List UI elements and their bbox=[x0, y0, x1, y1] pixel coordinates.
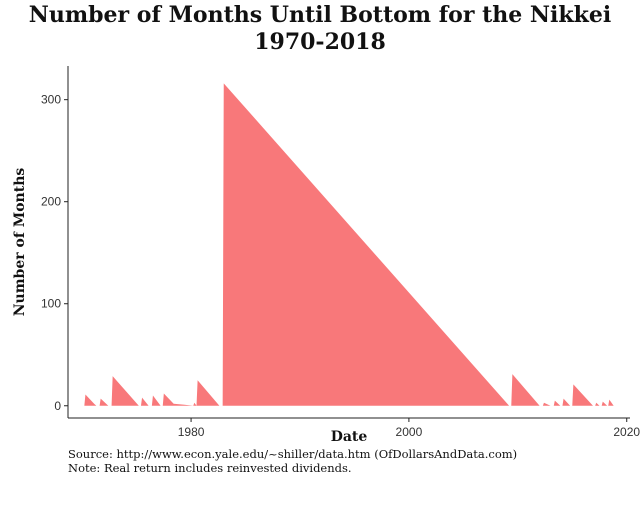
chart-title: Number of Months Until Bottom for the Ni… bbox=[0, 2, 640, 56]
y-axis-ticks: 0 100 200 300 bbox=[41, 93, 68, 413]
chart-title-line-2: 1970-2018 bbox=[254, 29, 386, 55]
y-tick-label: 300 bbox=[41, 93, 61, 107]
x-tick-label: 2000 bbox=[396, 425, 423, 439]
series-area bbox=[84, 83, 614, 406]
x-axis-title: Date bbox=[331, 429, 368, 445]
y-tick-label: 200 bbox=[41, 195, 61, 209]
x-tick-label: 1980 bbox=[178, 425, 205, 439]
x-axis-ticks: 1980 2000 2020 bbox=[178, 418, 640, 439]
y-tick-label: 0 bbox=[54, 399, 61, 413]
y-axis-title: Number of Months bbox=[12, 168, 28, 317]
x-tick-label: 2020 bbox=[613, 425, 640, 439]
y-tick-label: 100 bbox=[41, 297, 61, 311]
plot-layer bbox=[84, 83, 614, 406]
dividend-note: Note: Real return includes reinvested di… bbox=[68, 461, 352, 475]
chart-title-line-1: Number of Months Until Bottom for the Ni… bbox=[28, 2, 612, 28]
source-note: Source: http://www.econ.yale.edu/~shille… bbox=[68, 447, 518, 461]
